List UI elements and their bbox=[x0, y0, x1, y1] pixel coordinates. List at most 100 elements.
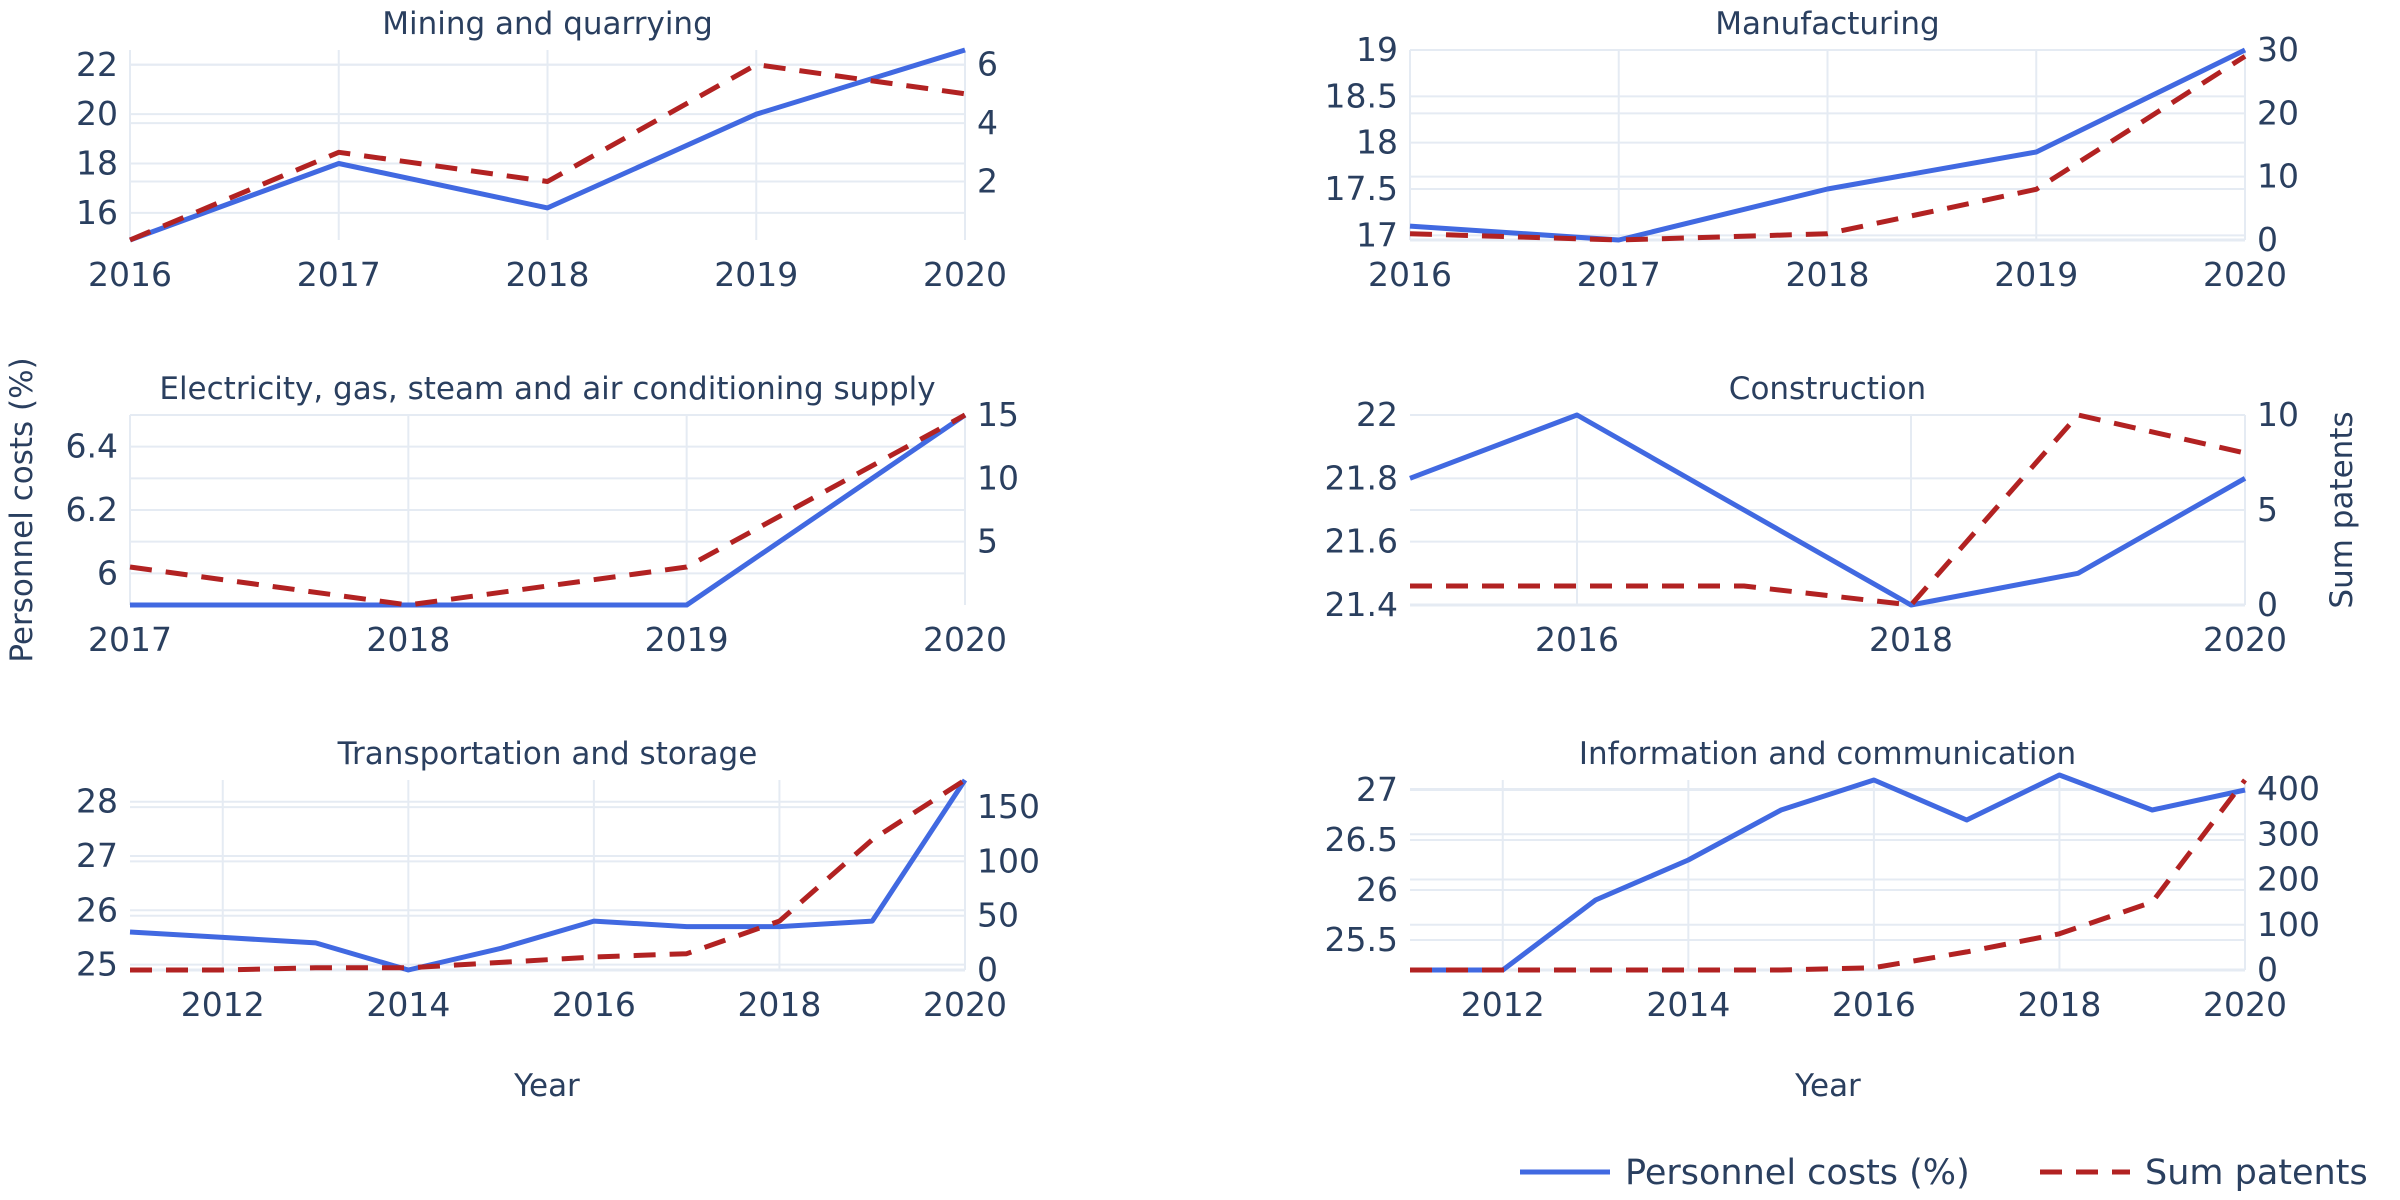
y-tick-label: 21.8 bbox=[1325, 458, 1398, 497]
legend: Personnel costs (%) Sum patents bbox=[1520, 1153, 2368, 1193]
y-tick-label: 26.5 bbox=[1325, 820, 1398, 859]
y2-tick-label: 300 bbox=[2257, 814, 2320, 853]
legend-patents-label: Sum patents bbox=[2145, 1153, 2368, 1193]
series-line-sum-patents bbox=[129, 62, 966, 243]
y-tick-label: 6.4 bbox=[66, 427, 118, 466]
y-tick-label: 26 bbox=[76, 890, 118, 929]
y-tick-label: 17 bbox=[1356, 215, 1398, 254]
x-tick-label: 2020 bbox=[2203, 620, 2287, 659]
y-tick-label: 20 bbox=[76, 94, 118, 133]
series-line-personnel-costs bbox=[1410, 772, 2246, 973]
series-line-sum-patents bbox=[1409, 54, 2247, 243]
x-tick-label: 2014 bbox=[1646, 985, 1730, 1024]
y2-tick-label: 50 bbox=[977, 896, 1019, 935]
x-tick-label: 2017 bbox=[297, 255, 381, 294]
y2-tick-label: 20 bbox=[2257, 93, 2299, 132]
x-tick-label: 2019 bbox=[1994, 255, 2078, 294]
y-tick-label: 21.6 bbox=[1325, 522, 1398, 561]
series-line-sum-patents bbox=[130, 777, 967, 973]
y-tick-label: 25 bbox=[76, 945, 118, 984]
series-line-personnel-costs bbox=[129, 778, 968, 973]
panel-title: Mining and quarrying bbox=[382, 6, 713, 42]
y2-tick-label: 0 bbox=[977, 950, 998, 989]
x-tick-label: 2020 bbox=[923, 255, 1007, 294]
y-tick-label: 16 bbox=[76, 193, 118, 232]
x-tick-label: 2018 bbox=[2017, 985, 2101, 1024]
x-tick-label: 2016 bbox=[1535, 620, 1619, 659]
y2-tick-label: 0 bbox=[2257, 220, 2278, 259]
y2-tick-label: 200 bbox=[2257, 860, 2320, 899]
y-tick-label: 27 bbox=[1356, 770, 1398, 809]
y2-tick-label: 150 bbox=[977, 787, 1040, 826]
panel-title: Information and communication bbox=[1579, 736, 2076, 772]
panel-6: 2012 2014 2016 2018 2020 25.5 26 26.5 27 0 100 200 3… bbox=[1325, 736, 2320, 1024]
x-tick-label: 2018 bbox=[737, 985, 821, 1024]
x-axis-title-left: Year bbox=[513, 1068, 580, 1104]
x-tick-label: 2019 bbox=[714, 255, 798, 294]
x-tick-label: 2017 bbox=[1577, 255, 1661, 294]
y-tick-label: 25.5 bbox=[1325, 920, 1398, 959]
y-tick-label: 6 bbox=[97, 553, 118, 592]
x-tick-label: 2012 bbox=[1461, 985, 1545, 1024]
y-tick-label: 28 bbox=[76, 782, 118, 821]
y-tick-label: 21.4 bbox=[1325, 585, 1398, 624]
y-tick-label: 6.2 bbox=[66, 490, 118, 529]
panel-title: Manufacturing bbox=[1715, 6, 1939, 42]
y2-tick-label: 100 bbox=[977, 841, 1040, 880]
x-tick-label: 2020 bbox=[2203, 255, 2287, 294]
series-line-personnel-costs bbox=[129, 47, 966, 243]
x-tick-label: 2012 bbox=[181, 985, 265, 1024]
x-tick-label: 2018 bbox=[366, 620, 450, 659]
y2-tick-label: 5 bbox=[2257, 490, 2278, 529]
y2-tick-label: 0 bbox=[2257, 585, 2278, 624]
y2-tick-label: 2 bbox=[977, 162, 998, 201]
x-axis-title-right: Year bbox=[1794, 1068, 1861, 1104]
x-tick-label: 2017 bbox=[88, 620, 172, 659]
panel-title: Transportation and storage bbox=[337, 736, 758, 772]
x-tick-label: 2018 bbox=[506, 255, 590, 294]
panel-title: Construction bbox=[1729, 371, 1926, 407]
y2-tick-label: 15 bbox=[977, 395, 1019, 434]
panel-5: 2012 2014 2016 2018 2020 25 26 27 28 0 50 100 150 Tra… bbox=[76, 736, 1040, 1024]
panel-3: 2017 2018 2019 2020 6 6.2 6.4 5 10 15 Electricity,… bbox=[66, 371, 1019, 659]
x-tick-label: 2018 bbox=[1869, 620, 1953, 659]
series-line-sum-patents bbox=[1410, 778, 2247, 973]
panel-2: 2016 2017 2018 2019 2020 17 17.5 18 18.5 19 0 10 20 3… bbox=[1325, 6, 2299, 294]
y-tick-label: 27 bbox=[76, 836, 118, 875]
series-line-personnel-costs bbox=[130, 412, 967, 608]
y2-tick-label: 4 bbox=[977, 103, 998, 142]
y-tick-label: 18 bbox=[1356, 123, 1398, 162]
y2-tick-label: 0 bbox=[2257, 950, 2278, 989]
x-tick-label: 2019 bbox=[645, 620, 729, 659]
series-line-personnel-costs bbox=[1409, 47, 2247, 243]
y2-tick-label: 10 bbox=[977, 458, 1019, 497]
y2-tick-label: 10 bbox=[2257, 395, 2299, 434]
y-tick-label: 18 bbox=[76, 144, 118, 183]
y2-tick-label: 400 bbox=[2257, 769, 2320, 808]
x-tick-label: 2020 bbox=[923, 985, 1007, 1024]
panel-4: 2016 2018 2020 21.4 21.6 21.8 22 0 5 10 Constructi… bbox=[1325, 371, 2299, 659]
y-tick-label: 22 bbox=[1356, 395, 1398, 434]
y2-tick-label: 5 bbox=[977, 522, 998, 561]
y2-tick-label: 100 bbox=[2257, 905, 2320, 944]
x-tick-label: 2016 bbox=[552, 985, 636, 1024]
x-tick-label: 2020 bbox=[2203, 985, 2287, 1024]
legend-personnel-label: Personnel costs (%) bbox=[1625, 1153, 1970, 1193]
y-tick-label: 17.5 bbox=[1325, 169, 1398, 208]
panel-title: Electricity, gas, steam and air conditio… bbox=[159, 371, 935, 407]
y-axis-title-left: Personnel costs (%) bbox=[4, 357, 40, 662]
x-tick-label: 2016 bbox=[1368, 255, 1452, 294]
x-tick-label: 2018 bbox=[1786, 255, 1870, 294]
x-tick-label: 2016 bbox=[1832, 985, 1916, 1024]
y-tick-label: 26 bbox=[1356, 870, 1398, 909]
y-axis-title-right: Sum patents bbox=[2324, 411, 2360, 608]
y-tick-label: 19 bbox=[1356, 30, 1398, 69]
y-tick-label: 18.5 bbox=[1325, 76, 1398, 115]
y-tick-label: 22 bbox=[76, 45, 118, 84]
series-line-sum-patents bbox=[129, 412, 967, 608]
x-tick-label: 2020 bbox=[923, 620, 1007, 659]
x-tick-label: 2014 bbox=[366, 985, 450, 1024]
